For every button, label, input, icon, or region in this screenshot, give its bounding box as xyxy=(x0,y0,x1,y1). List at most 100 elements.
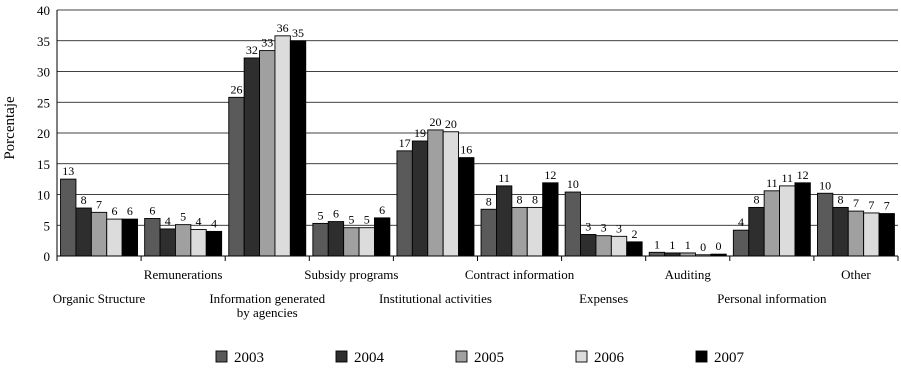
data-label: 5 xyxy=(348,213,354,227)
bar xyxy=(427,129,444,257)
data-label: 1 xyxy=(654,237,660,251)
category-label: Institutional activities xyxy=(379,291,492,306)
legend-label: 2006 xyxy=(594,350,625,366)
category-label-line: by agencies xyxy=(237,305,298,320)
bar xyxy=(542,182,559,257)
bar xyxy=(763,190,781,257)
bar xyxy=(511,206,528,257)
category-label-line: Information generated xyxy=(209,291,325,306)
category-label: Remunerations xyxy=(144,267,223,282)
bar xyxy=(648,251,666,257)
legend-swatch xyxy=(575,350,588,363)
y-tick-label: 20 xyxy=(37,126,50,141)
category-label-line: Remunerations xyxy=(144,267,223,282)
bar xyxy=(312,222,329,257)
data-label: 8 xyxy=(517,192,523,206)
axes xyxy=(56,10,899,261)
y-tick-label: 40 xyxy=(37,3,50,18)
category-label: Personal information xyxy=(717,291,827,306)
data-label: 5 xyxy=(364,213,370,227)
data-label: 10 xyxy=(567,177,579,191)
data-label: 8 xyxy=(486,194,492,208)
y-tick-label: 30 xyxy=(37,65,50,80)
legend-item: 2004 xyxy=(335,350,385,366)
data-label: 16 xyxy=(460,143,472,157)
category-label: Expenses xyxy=(579,291,628,306)
data-label: 0 xyxy=(700,240,706,254)
bar xyxy=(327,221,345,257)
bar xyxy=(748,206,765,257)
bar xyxy=(496,185,513,257)
bar xyxy=(580,234,597,257)
legend: 2003 2004 2005 2006 2007 xyxy=(215,350,745,366)
data-label: 6 xyxy=(379,203,385,217)
data-label: 32 xyxy=(246,43,258,57)
category-label: Organic Structure xyxy=(53,291,146,306)
data-label: 3 xyxy=(601,221,607,235)
data-label: 4 xyxy=(738,215,744,229)
category-label: Subsidy programs xyxy=(304,267,398,282)
legend-swatch xyxy=(335,350,348,363)
data-label: 11 xyxy=(498,171,510,185)
category-label: Auditing xyxy=(665,267,712,282)
legend-item: 2007 xyxy=(695,350,745,366)
data-label: 7 xyxy=(868,198,874,212)
data-label: 4 xyxy=(165,214,171,228)
y-tick-label: 15 xyxy=(37,157,50,172)
legend-label: 2003 xyxy=(234,350,264,366)
data-label: 20 xyxy=(445,117,457,131)
legend-swatch xyxy=(215,350,228,363)
bar xyxy=(374,217,391,257)
bar xyxy=(144,218,161,257)
bar xyxy=(732,229,750,257)
gridlines xyxy=(57,9,898,226)
bar xyxy=(564,191,582,257)
bar xyxy=(847,210,865,257)
data-label: 13 xyxy=(62,164,74,178)
data-label: 7 xyxy=(853,196,859,210)
bar xyxy=(480,208,497,257)
data-label: 33 xyxy=(261,36,273,50)
data-label: 8 xyxy=(81,193,87,207)
x-category-labels: Organic Structure Remunerations Informatio… xyxy=(53,267,872,320)
y-tick-label: 35 xyxy=(37,34,50,49)
bar xyxy=(358,227,375,257)
data-label: 7 xyxy=(884,199,890,213)
data-label: 5 xyxy=(180,210,186,224)
legend-item: 2003 xyxy=(215,350,264,366)
data-label: 1 xyxy=(685,238,691,252)
category-label-line: Auditing xyxy=(665,267,712,282)
category-label-line: Expenses xyxy=(579,291,628,306)
y-tick-labels: 0 5 10 15 20 25 30 35 40 xyxy=(37,3,50,264)
bar xyxy=(159,228,176,257)
legend-item: 2005 xyxy=(455,350,504,366)
bar xyxy=(289,40,307,257)
data-label: 26 xyxy=(230,82,242,96)
bar xyxy=(106,218,123,257)
bar xyxy=(626,241,643,257)
category-label-line: Institutional activities xyxy=(379,291,492,306)
data-label: 36 xyxy=(277,21,289,35)
bar xyxy=(190,229,207,257)
bar xyxy=(595,235,612,257)
data-label: 20 xyxy=(429,115,441,129)
y-tick-label: 25 xyxy=(37,95,50,110)
data-label: 11 xyxy=(766,176,778,190)
legend-swatch xyxy=(695,350,708,363)
data-label: 6 xyxy=(149,203,155,217)
legend-item: 2006 xyxy=(575,350,625,366)
bar xyxy=(343,227,360,257)
bar xyxy=(274,35,291,257)
bar xyxy=(228,96,245,257)
legend-swatch xyxy=(455,350,468,363)
data-label: 8 xyxy=(532,192,538,206)
data-label: 3 xyxy=(616,221,622,235)
legend-label: 2007 xyxy=(714,350,745,366)
bar xyxy=(75,207,92,257)
bar xyxy=(442,131,459,257)
data-label: 11 xyxy=(781,171,793,185)
data-label: 6 xyxy=(333,207,339,221)
data-label: 8 xyxy=(838,192,844,206)
